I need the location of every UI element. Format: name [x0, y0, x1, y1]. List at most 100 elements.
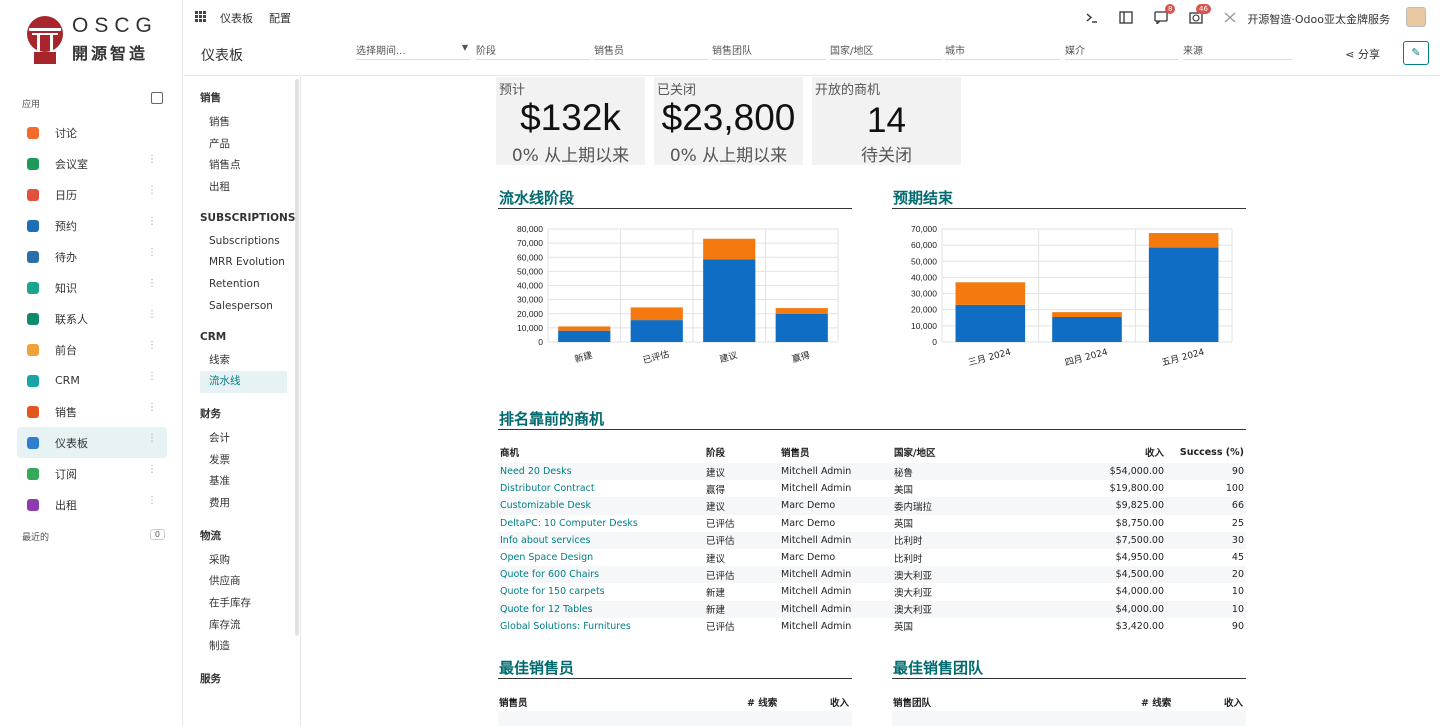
nav-dashboard-item[interactable]: 在手库存 — [209, 597, 251, 609]
table-row[interactable]: Customizable Desk 建议 Marc Demo 委内瑞拉 $9,825.0… — [498, 497, 1246, 515]
cell-opportunity[interactable]: Global Solutions: Furnitures — [500, 620, 631, 632]
nav-dashboard-item[interactable]: Retention — [209, 278, 260, 291]
sidebar-app-item[interactable]: 仪表板 ⋮ — [17, 427, 167, 458]
sidebar-app-item[interactable]: 会议室 ⋮ — [17, 148, 167, 179]
debug-tools-icon[interactable] — [1223, 11, 1237, 24]
more-options-icon[interactable]: ⋮ — [147, 154, 157, 165]
sidebar-app-item[interactable]: 订阅 ⋮ — [17, 458, 167, 489]
app-menu-grid-icon[interactable] — [195, 11, 206, 22]
col-opportunity[interactable]: 商机 — [500, 448, 520, 459]
user-avatar[interactable] — [1406, 7, 1426, 27]
table-row[interactable]: Distributor Contract 赢得 Mitchell Admin 美国 $1… — [498, 480, 1246, 497]
col-stage[interactable]: 阶段 — [706, 448, 726, 459]
bar-segment[interactable] — [703, 238, 756, 260]
bar-segment[interactable] — [955, 282, 1026, 305]
more-options-icon[interactable]: ⋮ — [147, 185, 157, 196]
table-row[interactable]: Info about services 已评估 Mitchell Admin 比利时 $… — [498, 531, 1246, 549]
period-select[interactable]: 选择期间... ▼ — [356, 42, 470, 60]
nav-dashboard-item[interactable]: 销售点 — [209, 159, 241, 172]
filter-medium[interactable]: 媒介 — [1065, 42, 1179, 60]
cell-opportunity[interactable]: Need 20 Desks — [498, 463, 704, 481]
sidebar-app-item[interactable]: 预约 ⋮ — [17, 210, 167, 241]
more-options-icon[interactable]: ⋮ — [147, 278, 157, 289]
activity-clock-icon[interactable] — [1189, 11, 1203, 24]
sidebar-app-item[interactable]: 前台 ⋮ — [17, 334, 167, 365]
cell-opportunity[interactable]: Quote for 150 carpets — [500, 586, 605, 598]
nav-dashboard-item[interactable]: 制造 — [209, 640, 230, 653]
more-options-icon[interactable]: ⋮ — [147, 247, 157, 258]
filter-stage[interactable]: 阶段 — [476, 42, 590, 60]
col-success[interactable]: Success (%) — [1179, 446, 1244, 458]
filter-salesperson[interactable]: 销售员 — [594, 42, 708, 60]
bar-segment[interactable] — [775, 308, 828, 314]
sidebar-app-item[interactable]: 销售 ⋮ — [17, 396, 167, 427]
nav-dashboard-item[interactable]: Subscriptions — [209, 234, 280, 247]
terminal-icon[interactable] — [1085, 11, 1099, 24]
sidebar-app-item[interactable]: 讨论 — [17, 117, 167, 148]
sidebar-app-item[interactable]: CRM ⋮ — [17, 365, 167, 396]
cell-opportunity[interactable]: Customizable Desk — [498, 497, 704, 515]
share-button[interactable]: ⋖ 分享 — [1345, 46, 1380, 62]
sidebar-app-item[interactable]: 联系人 ⋮ — [17, 303, 167, 334]
expected-closing-chart[interactable]: 70,000 60,000 50,000 40,000 30,000 20,000 10,0… — [892, 217, 1246, 372]
nav-dashboard-item[interactable]: 线索 — [209, 353, 230, 366]
table-row[interactable]: Need 20 Desks 建议 Mitchell Admin 秘鲁 $54,000.0… — [498, 463, 1246, 481]
layout-icon[interactable] — [1119, 11, 1133, 24]
nav-dashboard-item[interactable]: 产品 — [209, 137, 230, 150]
nav-dashboard-item[interactable]: 发票 — [209, 453, 230, 466]
table-row[interactable]: DeltaPC: 10 Computer Desks 已评估 Marc Demo 英国… — [498, 515, 1246, 532]
nav-dashboard-item[interactable]: MRR Evolution — [209, 256, 285, 269]
more-options-icon[interactable]: ⋮ — [147, 340, 157, 351]
cell-opportunity[interactable]: Distributor Contract — [500, 483, 595, 495]
more-options-icon[interactable]: ⋮ — [147, 495, 157, 506]
sidebar-app-item[interactable]: 知识 ⋮ — [17, 272, 167, 303]
kpi-expected[interactable]: 预计 $132k 0% 从上期以来 — [496, 77, 645, 166]
col-revenue[interactable]: 收入 — [1144, 448, 1164, 459]
bar-segment[interactable] — [558, 330, 611, 342]
more-options-icon[interactable]: ⋮ — [147, 371, 157, 382]
table-row[interactable]: Quote for 600 Chairs 已评估 Mitchell Admin 澳大利… — [498, 566, 1246, 584]
col-revenue[interactable]: 收入 — [1223, 698, 1243, 709]
cell-opportunity[interactable]: Quote for 600 Chairs — [498, 566, 704, 584]
messages-icon[interactable] — [1154, 11, 1168, 24]
cell-opportunity[interactable]: Quote for 12 Tables — [498, 600, 704, 618]
filter-city[interactable]: 城市 — [945, 42, 1060, 60]
nav-dashboard-item[interactable]: 库存流 — [209, 618, 241, 631]
bar-segment[interactable] — [558, 326, 611, 331]
nav-dashboard-item[interactable]: 采购 — [209, 553, 230, 566]
edit-dashboard-button[interactable]: ✎ — [1403, 41, 1429, 65]
col-country[interactable]: 国家/地区 — [894, 448, 936, 459]
sidebar-app-item[interactable]: 日历 ⋮ — [17, 179, 167, 210]
bar-segment[interactable] — [1052, 312, 1122, 317]
more-options-icon[interactable]: ⋮ — [147, 433, 157, 444]
app-search-icon[interactable] — [151, 92, 163, 104]
filter-source[interactable]: 来源 — [1183, 42, 1292, 60]
nav-dashboard-item[interactable]: Salesperson — [209, 299, 273, 312]
company-switcher[interactable]: 开源智造·Odoo亚太金牌服务 — [1247, 13, 1390, 26]
nav-dashboard-item[interactable]: 流水线 — [200, 371, 287, 393]
table-row[interactable]: Quote for 12 Tables 新建 Mitchell Admin 澳大利亚 $… — [498, 600, 1246, 618]
bar-segment[interactable] — [1148, 233, 1219, 248]
filter-country[interactable]: 国家/地区 — [830, 42, 942, 60]
col-leads[interactable]: # 线索 — [1141, 698, 1172, 709]
nav-dashboard-item[interactable]: 供应商 — [209, 575, 241, 588]
brand-logo[interactable]: OSCG 開源智造 — [26, 12, 161, 66]
sidebar-app-item[interactable]: 出租 ⋮ — [17, 489, 167, 520]
bar-segment[interactable] — [955, 304, 1026, 342]
menu-dashboard[interactable]: 仪表板 — [220, 12, 253, 25]
nav-dashboard-item[interactable]: 基准 — [209, 475, 230, 488]
bar-segment[interactable] — [630, 307, 683, 321]
col-sales-team[interactable]: 销售团队 — [893, 698, 932, 709]
table-row[interactable]: Quote for 150 carpets 新建 Mitchell Admin 澳大利… — [498, 583, 1246, 600]
bar-segment[interactable] — [1052, 316, 1122, 342]
more-options-icon[interactable]: ⋮ — [147, 309, 157, 320]
col-salesperson[interactable]: 销售员 — [781, 448, 810, 459]
nav-scrollbar[interactable] — [295, 79, 299, 636]
bar-segment[interactable] — [630, 320, 683, 342]
nav-dashboard-item[interactable]: 出租 — [209, 181, 230, 194]
menu-config[interactable]: 配置 — [269, 12, 291, 25]
bar-segment[interactable] — [775, 313, 828, 342]
col-salesperson[interactable]: 销售员 — [499, 698, 528, 709]
bar-segment[interactable] — [703, 259, 756, 342]
sidebar-app-item[interactable]: 待办 ⋮ — [17, 241, 167, 272]
